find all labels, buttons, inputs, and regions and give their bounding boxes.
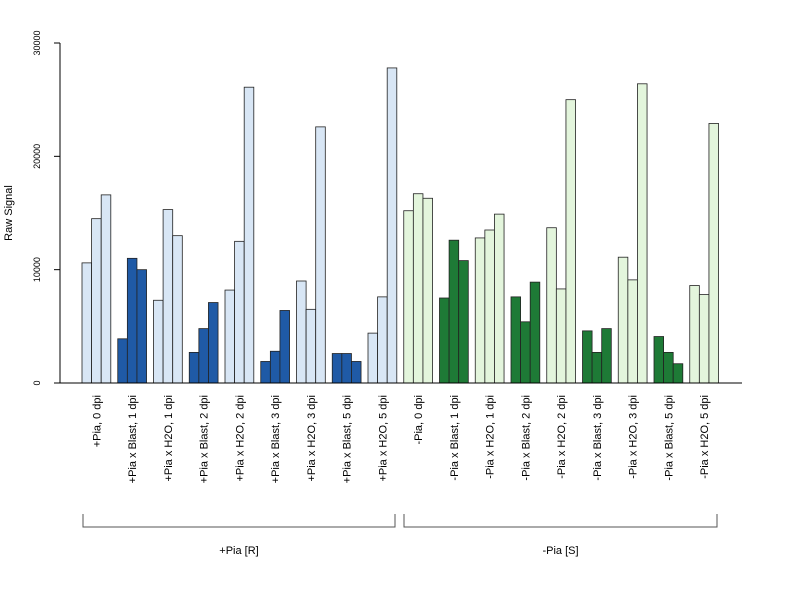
bar-7-0 — [331, 353, 343, 384]
bar-13-1 — [555, 288, 567, 384]
x-axis-category-labels: +Pia, 0 dpi +Pia x Blast, 1 dpi +Pia x H2O… — [91, 395, 711, 483]
x-tick-label: -Pia x Blast, 1 dpi — [449, 395, 461, 481]
bar-12-0 — [510, 296, 522, 384]
bar-16-1 — [663, 351, 674, 384]
bar-6-2 — [315, 126, 326, 384]
x-tick-label: -Pia x H2O, 1 dpi — [485, 395, 497, 479]
bar-10-2 — [458, 260, 469, 384]
bar-11-0 — [474, 237, 486, 384]
x-tick-label: -Pia x H2O, 3 dpi — [628, 395, 640, 479]
y-tick-label: 0 — [32, 380, 42, 385]
bar-1-2 — [136, 269, 147, 384]
bar-9-2 — [422, 197, 433, 384]
x-tick-label: -Pia x Blast, 2 dpi — [520, 395, 532, 481]
bars-layer — [81, 67, 719, 384]
y-tick-label: 10000 — [32, 257, 42, 282]
bar-14-2 — [601, 328, 612, 384]
x-tick-label: +Pia x H2O, 3 dpi — [306, 395, 318, 482]
bar-16-2 — [672, 363, 684, 384]
bar-9-1 — [412, 193, 424, 384]
y-tick-label: 20000 — [32, 144, 42, 169]
x-tick-label: +Pia x H2O, 2 dpi — [234, 395, 246, 482]
bar-11-1 — [484, 229, 495, 384]
group-bracket — [403, 514, 718, 528]
bar-0-2 — [100, 194, 112, 384]
bar-1-1 — [126, 257, 138, 384]
bar-14-0 — [582, 330, 593, 384]
bar-12-2 — [529, 281, 541, 384]
bar-10-1 — [448, 239, 460, 384]
bar-11-2 — [494, 213, 505, 384]
bar-6-0 — [296, 280, 307, 384]
bar-2-2 — [172, 235, 183, 384]
x-tick-label: +Pia, 0 dpi — [91, 395, 103, 447]
bar-8-1 — [377, 296, 388, 384]
x-tick-label: -Pia, 0 dpi — [413, 395, 425, 445]
bar-9-0 — [403, 210, 414, 384]
group-label: -Pia [S] — [542, 545, 578, 557]
bar-3-0 — [188, 351, 200, 384]
x-tick-label: -Pia x Blast, 3 dpi — [592, 395, 604, 481]
bar-15-2 — [637, 83, 648, 384]
bar-8-2 — [386, 67, 398, 384]
group-brackets: +Pia [R] -Pia [S] — [82, 514, 718, 557]
bar-10-0 — [439, 297, 450, 384]
bar-3-1 — [198, 328, 209, 384]
bar-5-2 — [279, 310, 290, 384]
bar-13-2 — [565, 99, 576, 384]
bar-0-0 — [81, 262, 93, 384]
bar-4-2 — [243, 86, 255, 384]
bar-13-0 — [546, 227, 557, 384]
bar-1-0 — [117, 338, 128, 384]
x-tick-label: +Pia x Blast, 1 dpi — [127, 395, 139, 483]
bar-16-0 — [653, 336, 665, 384]
x-tick-label: +Pia x H2O, 5 dpi — [377, 395, 389, 482]
bar-15-1 — [627, 279, 638, 384]
bar-4-1 — [234, 240, 245, 384]
x-tick-label: -Pia x H2O, 5 dpi — [699, 395, 711, 479]
bar-7-1 — [341, 353, 352, 384]
bar-15-0 — [617, 256, 629, 384]
bar-6-1 — [305, 308, 317, 384]
x-tick-label: -Pia x Blast, 5 dpi — [663, 395, 675, 481]
bar-17-0 — [689, 285, 700, 384]
bar-2-0 — [153, 299, 164, 384]
bar-4-0 — [224, 289, 236, 384]
y-axis-ticks: 0 10000 20000 30000 — [32, 30, 60, 386]
bar-2-1 — [162, 209, 174, 384]
x-tick-label: +Pia x Blast, 2 dpi — [199, 395, 211, 483]
y-axis-label: Raw Signal — [3, 185, 15, 241]
bar-0-1 — [91, 218, 102, 384]
group-label: +Pia [R] — [219, 545, 258, 557]
bar-5-1 — [269, 350, 281, 384]
bar-8-0 — [367, 332, 379, 384]
bar-5-0 — [260, 361, 271, 384]
bar-17-1 — [698, 294, 710, 384]
x-tick-label: -Pia x H2O, 2 dpi — [556, 395, 568, 479]
y-tick-label: 30000 — [32, 30, 42, 55]
bar-7-2 — [351, 361, 362, 384]
x-tick-label: +Pia x Blast, 3 dpi — [270, 395, 282, 483]
x-tick-label: +Pia x Blast, 5 dpi — [342, 395, 354, 483]
group-bracket — [82, 514, 396, 528]
bar-14-1 — [591, 351, 603, 384]
x-tick-label: +Pia x H2O, 1 dpi — [163, 395, 175, 482]
bar-17-2 — [708, 123, 719, 384]
bar-3-2 — [208, 302, 219, 384]
bar-12-1 — [520, 321, 531, 384]
